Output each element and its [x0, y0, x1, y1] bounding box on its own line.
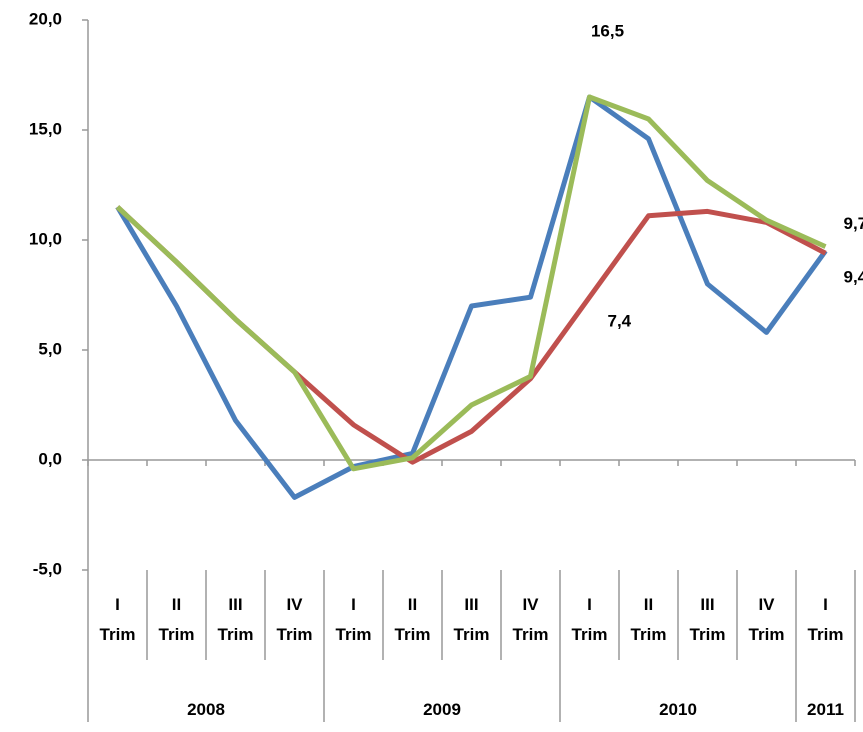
- x-tick-label: III Trim: [217, 595, 254, 644]
- data-label: 9,7: [844, 214, 863, 233]
- data-label: 16,5: [591, 21, 624, 40]
- y-tick-label: 20,0: [29, 9, 62, 28]
- x-tick-label: I Trim: [571, 595, 608, 644]
- series-line: [115, 94, 827, 472]
- y-tick-label: 5,0: [38, 339, 62, 358]
- data-label: 7,4: [608, 312, 632, 331]
- x-tick-label: IV Trim: [276, 595, 313, 644]
- series-line: [115, 94, 828, 500]
- x-tick-label: II Trim: [630, 595, 667, 644]
- x-tick-label: I Trim: [335, 595, 372, 644]
- y-tick-label: 10,0: [29, 229, 62, 248]
- y-tick-label: 0,0: [38, 449, 62, 468]
- y-tick-label: 15,0: [29, 119, 62, 138]
- x-tick-label: III Trim: [453, 595, 490, 644]
- y-tick-label: -5,0: [33, 559, 62, 578]
- data-label: 9,4: [844, 268, 863, 287]
- x-tick-label: IV Trim: [512, 595, 549, 644]
- x-tick-label: II Trim: [394, 595, 431, 644]
- x-tick-label: IV Trim: [748, 595, 785, 644]
- year-label: 2009: [423, 700, 461, 719]
- series-line: [115, 205, 827, 465]
- x-tick-label: II Trim: [158, 595, 195, 644]
- x-tick-label: I Trim: [99, 595, 136, 644]
- x-tick-label: I Trim: [807, 595, 844, 644]
- year-label: 2008: [187, 700, 225, 719]
- year-label: 2010: [659, 700, 697, 719]
- x-tick-label: III Trim: [689, 595, 726, 644]
- year-label: 2011: [807, 700, 844, 719]
